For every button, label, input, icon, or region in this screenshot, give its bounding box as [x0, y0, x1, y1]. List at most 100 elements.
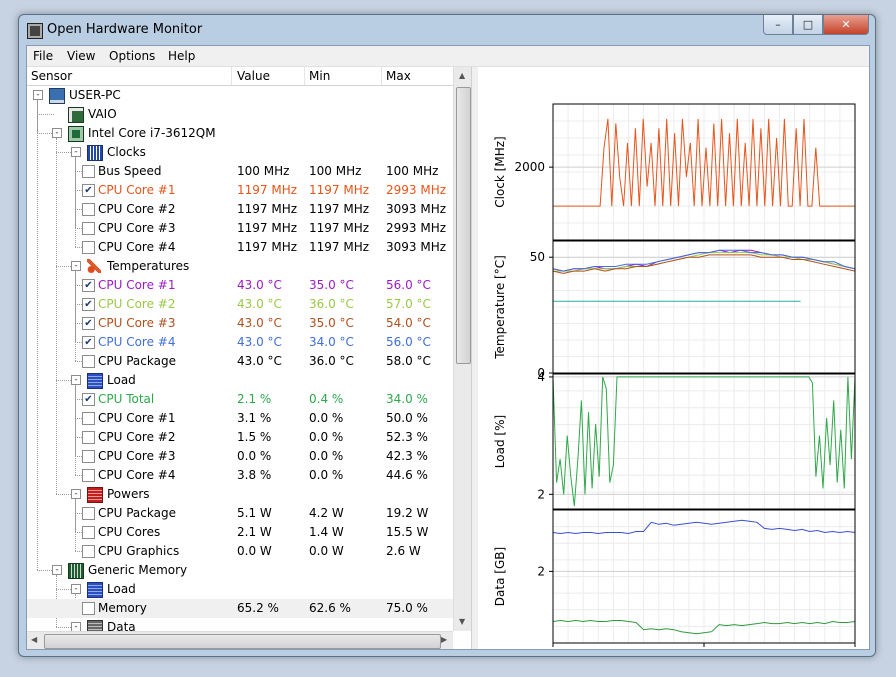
sensor-cpu-cores-label: CPU Cores [98, 525, 161, 539]
collapse-toggle-icon[interactable]: - [33, 90, 43, 100]
table-row[interactable]: ✔ CPU Core #4 43.0 °C 34.0 °C 56.0 °C [27, 333, 453, 352]
min-cell: 34.0 °C [309, 335, 354, 349]
collapse-toggle-icon[interactable]: - [71, 147, 81, 157]
table-row[interactable]: CPU Cores 2.1 W 1.4 W 15.5 W [27, 523, 453, 542]
plot-checkbox[interactable]: ✔ [82, 184, 95, 197]
series-line [552, 249, 856, 272]
table-row[interactable]: CPU Core #2 1197 MHz 1197 MHz 3093 MHz [27, 200, 453, 219]
collapse-toggle-icon[interactable]: - [52, 565, 62, 575]
table-row[interactable]: - USER-PC [27, 86, 453, 105]
plot-checkbox[interactable]: ✔ [82, 317, 95, 330]
plot-checkbox[interactable] [82, 165, 95, 178]
column-header: Sensor Value Min Max [27, 67, 453, 86]
app-icon[interactable] [27, 23, 43, 39]
value-cell: 1197 MHz [237, 183, 298, 197]
sensor-clocks-label: Clocks [107, 145, 146, 159]
plot-checkbox[interactable] [82, 450, 95, 463]
table-row[interactable]: - Temperatures [27, 257, 453, 276]
close-button[interactable]: ✕ [823, 15, 869, 35]
table-row[interactable]: ✔ CPU Core #1 1197 MHz 1197 MHz 2993 MHz [27, 181, 453, 200]
max-cell: 56.0 °C [386, 278, 431, 292]
max-cell: 42.3 % [386, 449, 428, 463]
plot-checkbox[interactable] [82, 431, 95, 444]
scroll-left-icon[interactable]: ◀ [31, 635, 38, 644]
title-bar[interactable]: Open Hardware Monitor – □ ✕ [19, 15, 875, 45]
plot-checkbox[interactable] [82, 507, 95, 520]
table-row[interactable]: ✔ CPU Total 2.1 % 0.4 % 34.0 % [27, 390, 453, 409]
value-cell: 3.1 % [237, 411, 272, 425]
plot-checkbox[interactable] [82, 241, 95, 254]
maximize-button[interactable]: □ [793, 15, 823, 35]
plot-checkbox[interactable] [82, 545, 95, 558]
table-row[interactable]: ✔ CPU Core #3 43.0 °C 35.0 °C 54.0 °C [27, 314, 453, 333]
menu-file[interactable]: File [33, 49, 54, 63]
table-row[interactable]: CPU Core #2 1.5 % 0.0 % 52.3 % [27, 428, 453, 447]
plot-checkbox[interactable]: ✔ [82, 336, 95, 349]
plot-checkbox[interactable] [82, 203, 95, 216]
table-row[interactable]: - Clocks [27, 143, 453, 162]
table-row[interactable]: CPU Core #3 1197 MHz 1197 MHz 2993 MHz [27, 219, 453, 238]
table-row[interactable]: - Generic Memory [27, 561, 453, 580]
max-cell: 58.0 °C [386, 354, 431, 368]
menu-help[interactable]: Help [168, 49, 196, 63]
scroll-down-icon[interactable]: ▼ [459, 617, 466, 626]
table-row[interactable]: - Intel Core i7-3612QM [27, 124, 453, 143]
table-row[interactable]: - Powers [27, 485, 453, 504]
table-row[interactable]: CPU Core #4 1197 MHz 1197 MHz 3093 MHz [27, 238, 453, 257]
min-cell: 0.0 % [309, 430, 344, 444]
plot-checkbox[interactable] [82, 526, 95, 539]
menu-view[interactable]: View [67, 49, 96, 63]
table-row[interactable]: ✔ CPU Core #1 43.0 °C 35.0 °C 56.0 °C [27, 276, 453, 295]
plot-checkbox[interactable] [82, 602, 95, 615]
plot-checkbox[interactable] [82, 469, 95, 482]
table-row[interactable]: CPU Package 43.0 °C 36.0 °C 58.0 °C [27, 352, 453, 371]
collapse-toggle-icon[interactable]: - [71, 489, 81, 499]
table-row[interactable]: CPU Core #3 0.0 % 0.0 % 42.3 % [27, 447, 453, 466]
table-row[interactable]: CPU Core #4 3.8 % 0.0 % 44.6 % [27, 466, 453, 485]
table-row[interactable]: CPU Core #1 3.1 % 0.0 % 50.0 % [27, 409, 453, 428]
scroll-up-icon[interactable]: ▲ [459, 71, 466, 80]
plot-checkbox[interactable] [82, 412, 95, 425]
horizontal-scrollbar[interactable]: ◀ ▶ [27, 631, 453, 649]
vertical-scrollbar[interactable]: ▲ ▼ [453, 67, 471, 631]
min-cell: 0.0 W [309, 544, 344, 558]
table-row[interactable]: Memory 65.2 % 62.6 % 75.0 % [27, 599, 453, 618]
minimize-button[interactable]: – [763, 15, 793, 35]
plot-checkbox[interactable]: ✔ [82, 393, 95, 406]
value-cell: 0.0 W [237, 544, 272, 558]
horizontal-scroll-thumb[interactable] [44, 634, 441, 649]
plot-checkbox[interactable]: ✔ [82, 298, 95, 311]
table-row[interactable]: - Load [27, 580, 453, 599]
axis-label: Clock [MHz] [493, 136, 507, 207]
table-row[interactable]: CPU Package 5.1 W 4.2 W 19.2 W [27, 504, 453, 523]
scroll-right-icon[interactable]: ▶ [441, 635, 448, 644]
table-row[interactable]: - Load [27, 371, 453, 390]
vertical-scroll-thumb[interactable] [456, 87, 471, 364]
sensor-cpu-core-2-label: CPU Core #2 [98, 202, 176, 216]
max-cell: 52.3 % [386, 430, 428, 444]
column-value[interactable]: Value [237, 69, 270, 83]
plot-checkbox[interactable]: ✔ [82, 279, 95, 292]
column-sensor[interactable]: Sensor [31, 69, 73, 83]
collapse-toggle-icon[interactable]: - [71, 261, 81, 271]
min-cell: 1.4 W [309, 525, 344, 539]
value-cell: 1197 MHz [237, 240, 298, 254]
sensor-cpu-graphics-label: CPU Graphics [98, 544, 180, 558]
table-row[interactable]: ✔ CPU Core #2 43.0 °C 36.0 °C 57.0 °C [27, 295, 453, 314]
plot-checkbox[interactable] [82, 355, 95, 368]
table-row[interactable]: Bus Speed 100 MHz 100 MHz 100 MHz [27, 162, 453, 181]
y-tick-label: 0 [537, 366, 545, 380]
sensor-cpu-core-1-label: CPU Core #1 [98, 183, 176, 197]
plot-checkbox[interactable] [82, 222, 95, 235]
column-max[interactable]: Max [386, 69, 411, 83]
sensor-user-pc-label: USER-PC [69, 88, 121, 102]
menu-options[interactable]: Options [109, 49, 156, 63]
collapse-toggle-icon[interactable]: - [52, 128, 62, 138]
column-min[interactable]: Min [309, 69, 331, 83]
table-row[interactable]: CPU Graphics 0.0 W 0.0 W 2.6 W [27, 542, 453, 561]
collapse-toggle-icon[interactable]: - [71, 375, 81, 385]
max-cell: 56.0 °C [386, 335, 431, 349]
sensor-memory-label: Memory [98, 601, 147, 615]
collapse-toggle-icon[interactable]: - [71, 584, 81, 594]
table-row[interactable]: VAIO [27, 105, 453, 124]
